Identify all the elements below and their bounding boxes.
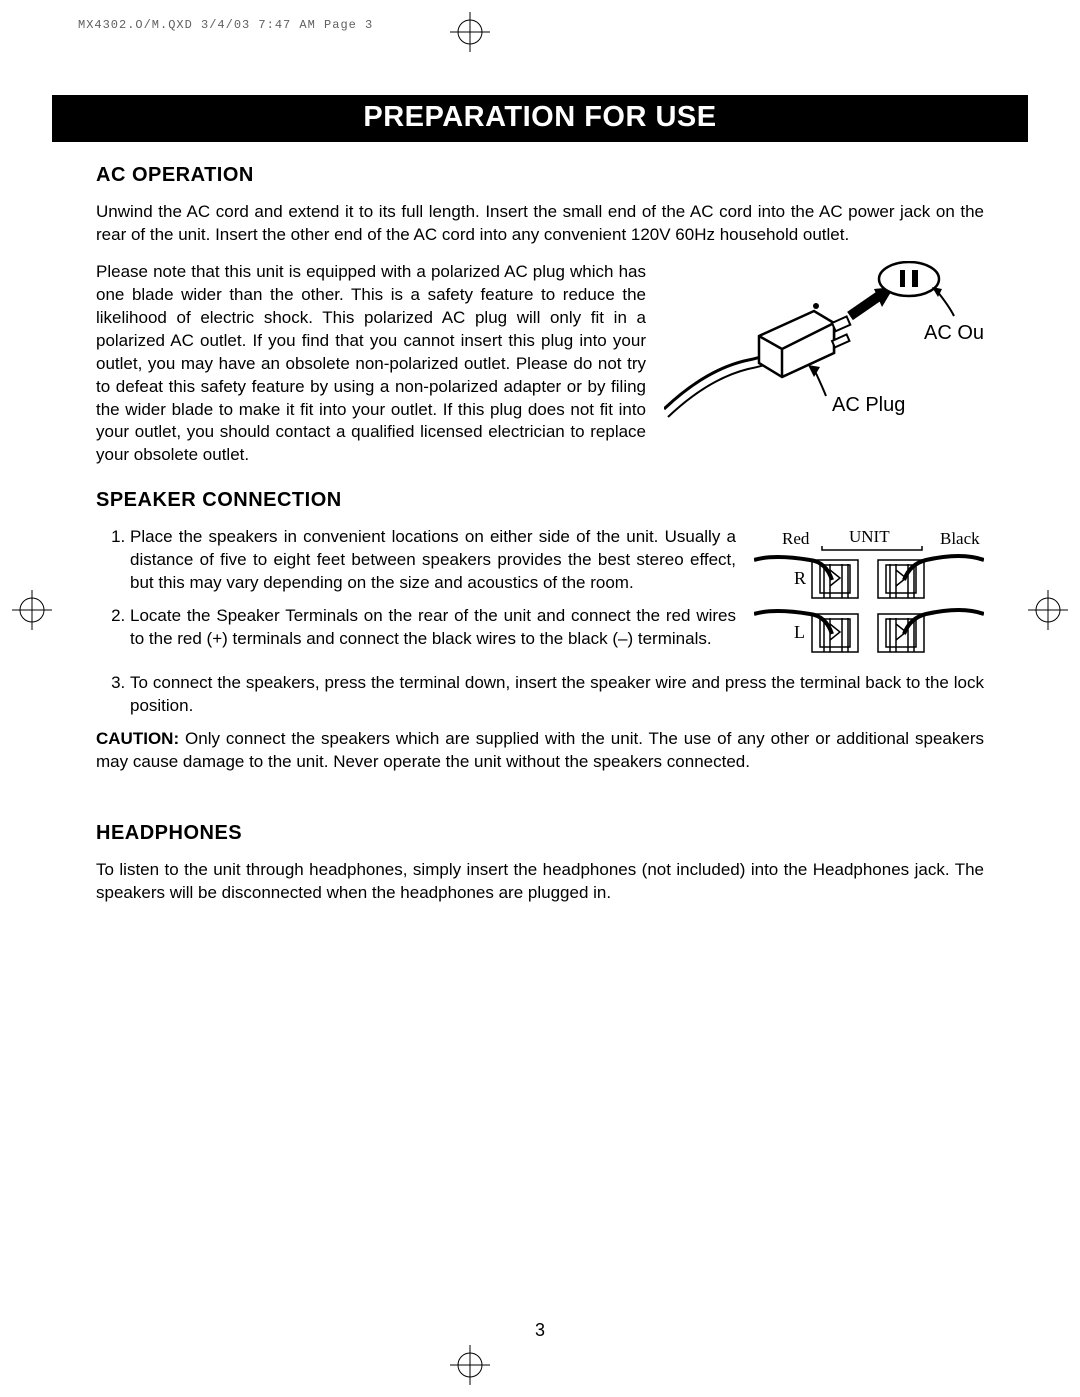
para-headphones: To listen to the unit through headphones… (96, 859, 984, 905)
label-red: Red (782, 529, 810, 548)
caution-label: CAUTION: (96, 729, 179, 748)
label-row-l: L (794, 622, 805, 642)
page-title-bar: PREPARATION FOR USE (52, 95, 1028, 142)
crop-mark-bottom (450, 1345, 490, 1385)
label-ac-plug: AC Plug (832, 394, 905, 416)
speaker-step-3: To connect the speakers, press the termi… (130, 672, 984, 718)
diagram-speaker-terminals: Red UNIT Black R L (754, 526, 984, 666)
doc-header-meta: MX4302.O/M.QXD 3/4/03 7:47 AM Page 3 (78, 18, 373, 32)
diagram-ac-plug: AC Outlet AC Plug (664, 261, 984, 421)
caution-text: Only connect the speakers which are supp… (96, 729, 984, 771)
heading-speaker-connection: SPEAKER CONNECTION (96, 489, 984, 512)
page-container: PREPARATION FOR USE AC OPERATION Unwind … (52, 95, 1028, 919)
crop-mark-right (1028, 590, 1068, 630)
label-unit: UNIT (849, 527, 890, 546)
label-ac-outlet: AC Outlet (924, 322, 984, 344)
para-ac-1: Unwind the AC cord and extend it to its … (96, 201, 984, 247)
speaker-caution: CAUTION: Only connect the speakers which… (96, 728, 984, 774)
heading-ac-operation: AC OPERATION (96, 164, 984, 187)
crop-mark-left (12, 590, 52, 630)
page-number: 3 (0, 1320, 1080, 1341)
crop-mark-top (450, 12, 490, 52)
heading-headphones: HEADPHONES (96, 822, 984, 845)
label-row-r: R (794, 568, 806, 588)
label-black: Black (940, 529, 980, 548)
